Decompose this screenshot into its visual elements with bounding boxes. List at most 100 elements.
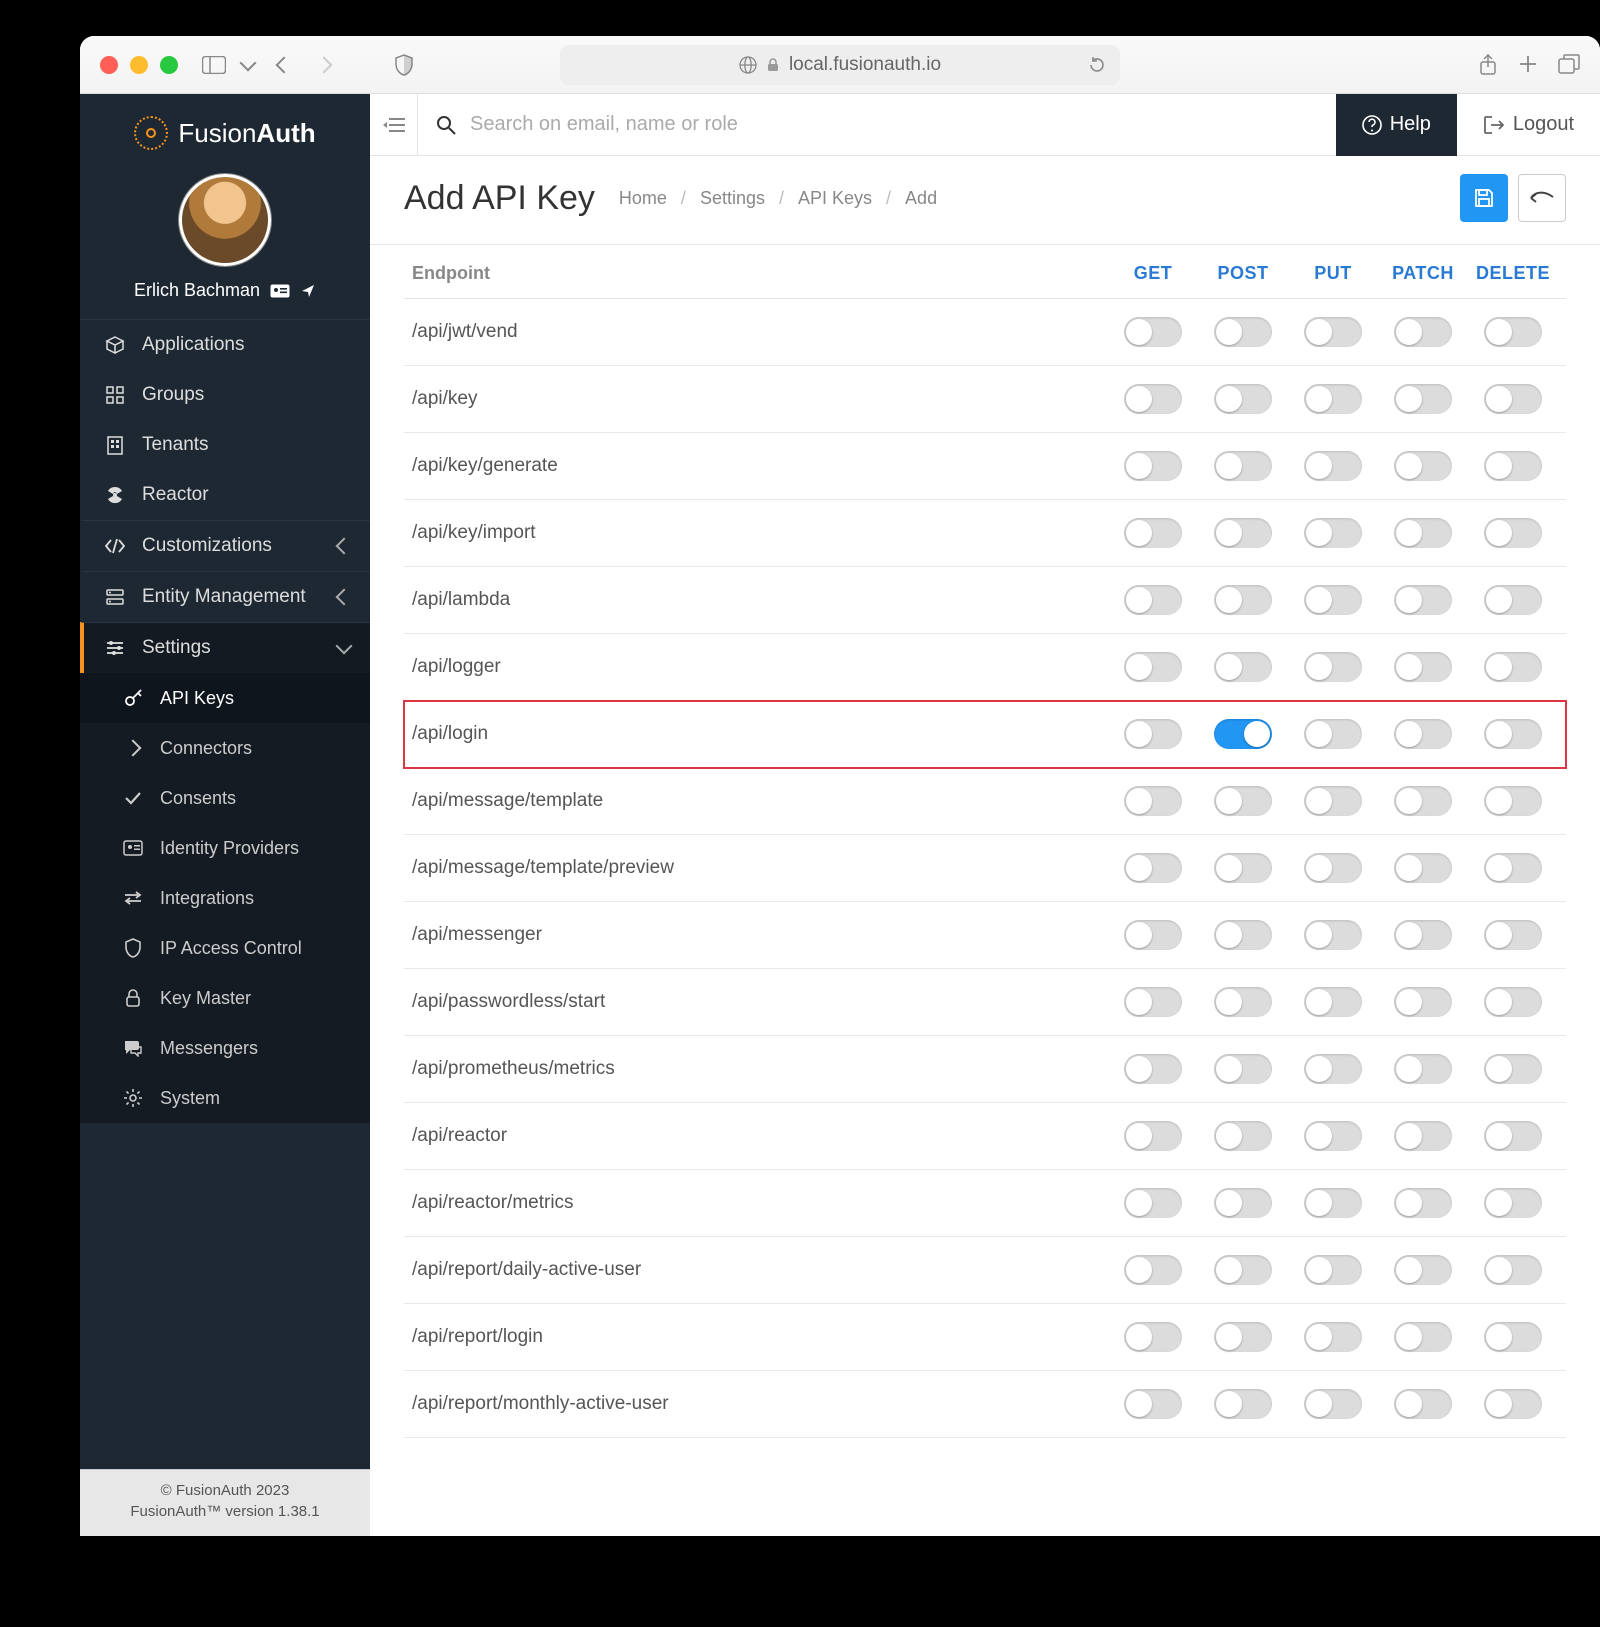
permission-toggle[interactable] (1304, 987, 1362, 1017)
col-patch[interactable]: PATCH (1378, 263, 1468, 284)
permission-toggle[interactable] (1124, 1255, 1182, 1285)
permission-toggle[interactable] (1304, 920, 1362, 950)
sidebar-group[interactable]: Settings (80, 622, 370, 673)
sidebar-toggle-icon[interactable] (200, 54, 228, 76)
permission-toggle[interactable] (1304, 786, 1362, 816)
collapse-sidebar-button[interactable] (370, 94, 418, 156)
permission-toggle[interactable] (1394, 853, 1452, 883)
location-icon[interactable] (300, 283, 316, 299)
permission-toggle[interactable] (1484, 652, 1542, 682)
permission-toggle[interactable] (1214, 384, 1272, 414)
permission-toggle[interactable] (1484, 920, 1542, 950)
maximize-window-icon[interactable] (160, 56, 178, 74)
permission-toggle[interactable] (1484, 1255, 1542, 1285)
permission-toggle[interactable] (1304, 317, 1362, 347)
permission-toggle[interactable] (1124, 1188, 1182, 1218)
share-icon[interactable] (1478, 54, 1498, 76)
permission-toggle[interactable] (1214, 1121, 1272, 1151)
close-window-icon[interactable] (100, 56, 118, 74)
search-input[interactable] (470, 113, 1318, 136)
permission-toggle[interactable] (1484, 987, 1542, 1017)
url-bar[interactable]: local.fusionauth.io (560, 45, 1120, 85)
permission-toggle[interactable] (1214, 652, 1272, 682)
minimize-window-icon[interactable] (130, 56, 148, 74)
permission-toggle[interactable] (1124, 853, 1182, 883)
permission-toggle[interactable] (1124, 652, 1182, 682)
avatar[interactable] (179, 174, 271, 266)
permission-toggle[interactable] (1214, 853, 1272, 883)
permission-toggle[interactable] (1484, 1188, 1542, 1218)
reload-icon[interactable] (1088, 56, 1106, 74)
permission-toggle[interactable] (1394, 518, 1452, 548)
permission-toggle[interactable] (1304, 451, 1362, 481)
permission-toggle[interactable] (1124, 518, 1182, 548)
col-delete[interactable]: DELETE (1468, 263, 1558, 284)
sidebar-item[interactable]: Reactor (80, 470, 370, 520)
permission-toggle[interactable] (1214, 719, 1272, 749)
sidebar-subitem[interactable]: IP Access Control (80, 923, 370, 973)
help-button[interactable]: Help (1336, 94, 1457, 156)
permission-toggle[interactable] (1304, 1322, 1362, 1352)
permission-toggle[interactable] (1304, 518, 1362, 548)
permission-toggle[interactable] (1484, 1121, 1542, 1151)
permission-toggle[interactable] (1214, 1322, 1272, 1352)
permission-toggle[interactable] (1214, 920, 1272, 950)
sidebar-subitem[interactable]: Consents (80, 773, 370, 823)
permission-toggle[interactable] (1484, 719, 1542, 749)
permission-toggle[interactable] (1124, 451, 1182, 481)
col-get[interactable]: GET (1108, 263, 1198, 284)
permission-toggle[interactable] (1484, 1322, 1542, 1352)
permission-toggle[interactable] (1394, 652, 1452, 682)
col-post[interactable]: POST (1198, 263, 1288, 284)
sidebar-subitem[interactable]: API Keys (80, 673, 370, 723)
sidebar-subitem[interactable]: Identity Providers (80, 823, 370, 873)
permission-toggle[interactable] (1484, 518, 1542, 548)
permission-toggle[interactable] (1394, 719, 1452, 749)
privacy-shield-icon[interactable] (390, 54, 418, 76)
permission-toggle[interactable] (1484, 853, 1542, 883)
permission-toggle[interactable] (1304, 719, 1362, 749)
permission-toggle[interactable] (1124, 384, 1182, 414)
permission-toggle[interactable] (1484, 585, 1542, 615)
permission-toggle[interactable] (1484, 786, 1542, 816)
sidebar-subitem[interactable]: Messengers (80, 1023, 370, 1073)
permission-toggle[interactable] (1394, 585, 1452, 615)
col-put[interactable]: PUT (1288, 263, 1378, 284)
permission-toggle[interactable] (1124, 1322, 1182, 1352)
permission-toggle[interactable] (1304, 652, 1362, 682)
permission-toggle[interactable] (1394, 451, 1452, 481)
permission-toggle[interactable] (1394, 1188, 1452, 1218)
sidebar-subitem[interactable]: Connectors (80, 723, 370, 773)
permission-toggle[interactable] (1214, 786, 1272, 816)
crumb[interactable]: Home (619, 188, 667, 209)
permission-toggle[interactable] (1214, 987, 1272, 1017)
permission-toggle[interactable] (1394, 1054, 1452, 1084)
permission-toggle[interactable] (1304, 1054, 1362, 1084)
permission-toggle[interactable] (1214, 1054, 1272, 1084)
permission-toggle[interactable] (1124, 719, 1182, 749)
permission-toggle[interactable] (1304, 585, 1362, 615)
crumb[interactable]: API Keys (798, 188, 872, 209)
sidebar-item[interactable]: Groups (80, 370, 370, 420)
sidebar-group[interactable]: Entity Management (80, 571, 370, 622)
permission-toggle[interactable] (1124, 1389, 1182, 1419)
save-button[interactable] (1460, 174, 1508, 222)
permission-toggle[interactable] (1214, 1255, 1272, 1285)
site-settings-icon[interactable] (739, 56, 757, 74)
id-card-icon[interactable] (270, 284, 290, 298)
permission-toggle[interactable] (1124, 987, 1182, 1017)
sidebar-group[interactable]: Customizations (80, 520, 370, 571)
permission-toggle[interactable] (1214, 1188, 1272, 1218)
permission-toggle[interactable] (1394, 1255, 1452, 1285)
permission-toggle[interactable] (1304, 1255, 1362, 1285)
permission-toggle[interactable] (1214, 317, 1272, 347)
back-button[interactable] (1518, 174, 1566, 222)
crumb[interactable]: Settings (700, 188, 765, 209)
permission-toggle[interactable] (1124, 317, 1182, 347)
permission-toggle[interactable] (1484, 1389, 1542, 1419)
back-icon[interactable] (276, 56, 293, 73)
sidebar-subitem[interactable]: System (80, 1073, 370, 1123)
permission-toggle[interactable] (1214, 451, 1272, 481)
permission-toggle[interactable] (1214, 518, 1272, 548)
sidebar-item[interactable]: Applications (80, 320, 370, 370)
